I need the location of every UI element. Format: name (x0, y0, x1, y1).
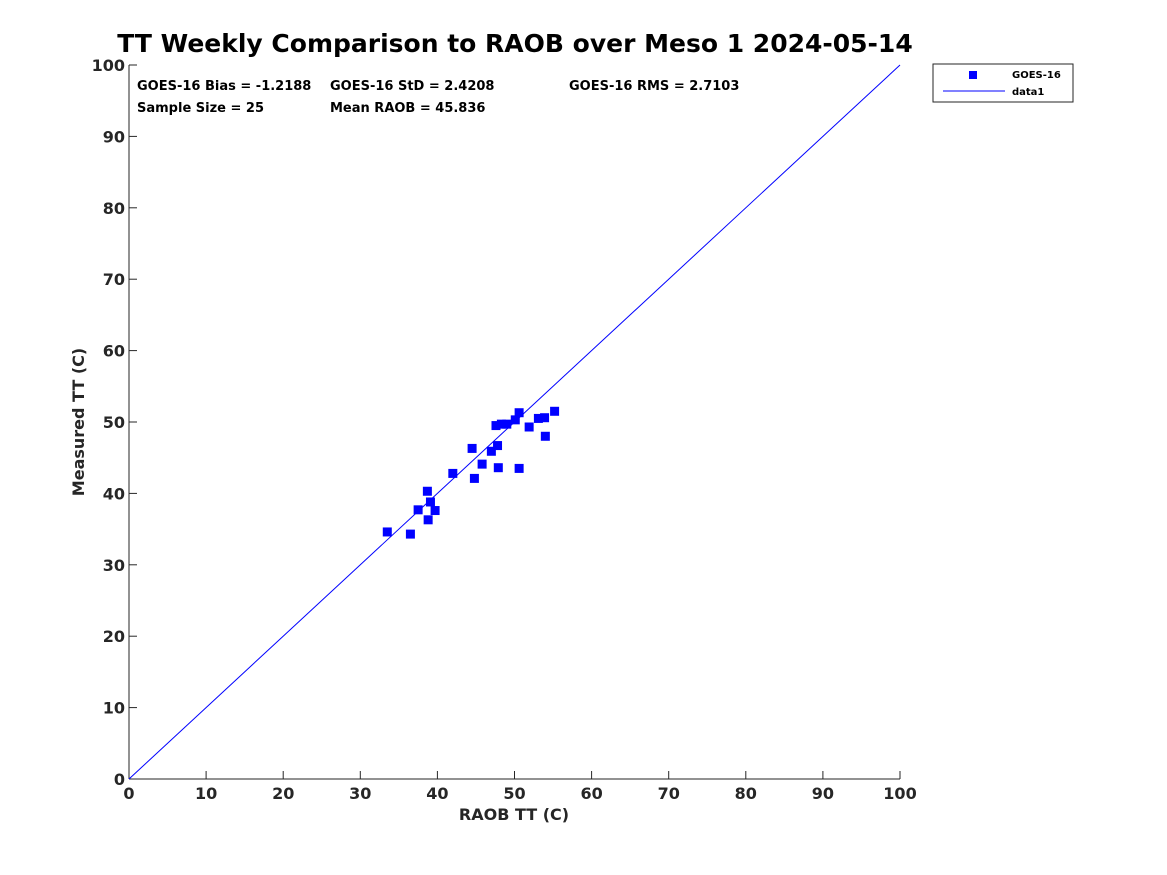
annotation-std: GOES-16 StD = 2.4208 (330, 79, 494, 94)
y-tick-label: 0 (114, 770, 125, 789)
data-point-goes16 (540, 413, 550, 423)
data-point-goes16 (524, 422, 534, 432)
data-point-goes16 (425, 497, 435, 507)
y-tick-label: 40 (103, 484, 125, 503)
x-tick-label: 90 (812, 784, 834, 803)
x-tick-label: 40 (426, 784, 448, 803)
legend-label-goes16: GOES-16 (1012, 70, 1061, 81)
x-tick-label: 0 (123, 784, 134, 803)
annotation-sample-size: Sample Size = 25 (137, 101, 264, 116)
data-point-goes16 (491, 421, 501, 431)
y-axis-label: Measured TT (C) (69, 348, 88, 496)
data-point-goes16 (514, 408, 524, 418)
x-tick-label: 30 (349, 784, 371, 803)
data-point-goes16 (502, 419, 512, 429)
y-tick-label: 70 (103, 270, 125, 289)
data-point-goes16 (493, 463, 503, 473)
legend: GOES-16 data1 (932, 63, 1074, 103)
y-tick-label: 10 (103, 699, 125, 718)
data-point-goes16 (486, 446, 496, 456)
data-point-goes16 (540, 431, 550, 441)
chart-title: TT Weekly Comparison to RAOB over Meso 1… (117, 29, 912, 58)
data-point-goes16 (496, 419, 506, 429)
x-tick-label: 50 (503, 784, 525, 803)
legend-marker-goes16 (969, 71, 977, 79)
data-point-goes16 (550, 406, 560, 416)
x-axis-label: RAOB TT (C) (459, 805, 569, 824)
x-tick-label: 60 (580, 784, 602, 803)
data-point-goes16 (430, 506, 440, 516)
y-tick-label: 30 (103, 556, 125, 575)
legend-box (932, 63, 1074, 103)
legend-label-data1: data1 (1012, 87, 1044, 98)
data-point-goes16 (469, 473, 479, 483)
data-point-goes16 (533, 413, 543, 423)
y-tick-label: 50 (103, 413, 125, 432)
annotation-bias: GOES-16 Bias = -1.2188 (137, 79, 311, 94)
data-point-goes16 (493, 441, 503, 451)
data-point-goes16 (467, 443, 477, 453)
y-tick-label: 60 (103, 342, 125, 361)
x-tick-label: 70 (658, 784, 680, 803)
y-tick-label: 100 (92, 56, 125, 75)
x-tick-label: 10 (195, 784, 217, 803)
y-tick-label: 20 (103, 627, 125, 646)
data-point-goes16 (510, 415, 520, 425)
annotation-mean-raob: Mean RAOB = 45.836 (330, 101, 485, 116)
x-tick-label: 80 (735, 784, 757, 803)
data-point-goes16 (514, 463, 524, 473)
data-point-goes16 (448, 468, 458, 478)
data-point-goes16 (477, 459, 487, 469)
data-point-goes16 (413, 505, 423, 515)
annotation-rms: GOES-16 RMS = 2.7103 (569, 79, 739, 94)
data-point-goes16 (423, 515, 433, 525)
data-point-goes16 (382, 527, 392, 537)
x-tick-label: 100 (883, 784, 916, 803)
x-tick-label: 20 (272, 784, 294, 803)
data-point-goes16 (422, 486, 432, 496)
y-tick-label: 90 (103, 127, 125, 146)
plot-area: 0 10 20 30 40 50 60 70 80 90 100 0 10 20 30 40 50 60 70 80 9… (92, 56, 917, 803)
data-point-goes16 (405, 529, 415, 539)
y-tick-label: 80 (103, 199, 125, 218)
